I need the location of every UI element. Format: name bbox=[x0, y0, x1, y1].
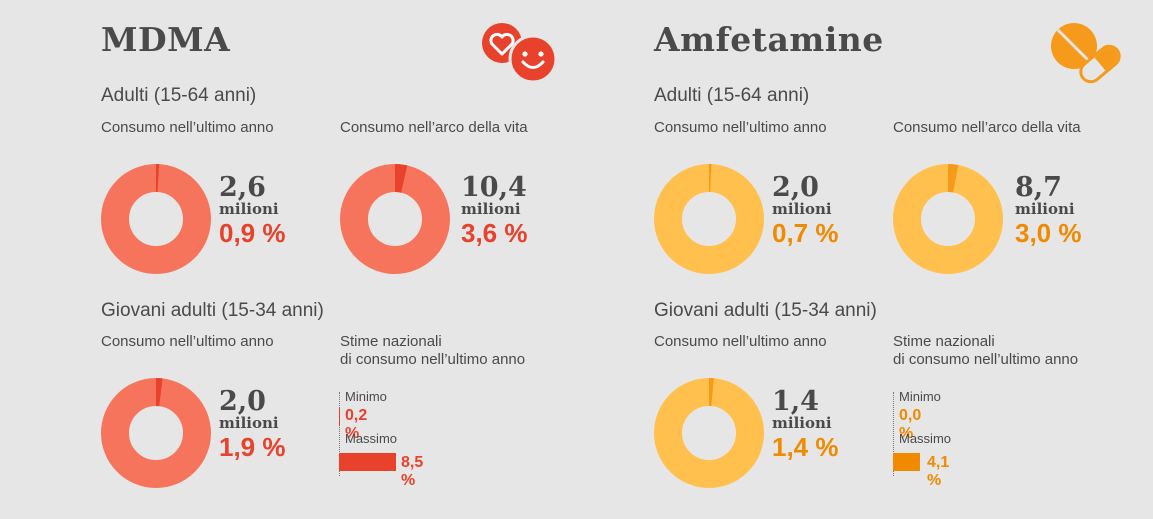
stat-young-year: 2,0 milioni 1,9 % bbox=[219, 388, 286, 462]
drug-title: Amfetamine bbox=[654, 20, 884, 59]
stat-unit: milioni bbox=[1015, 200, 1075, 218]
max-value: 4,1 % bbox=[927, 454, 950, 489]
min-value: 0,2 % bbox=[345, 407, 368, 442]
max-label: Massimo bbox=[899, 431, 952, 446]
stat-adults-year: 2,6 milioni 0,9 % bbox=[219, 174, 286, 248]
section-title-adults: Adulti (15-64 anni) bbox=[654, 85, 810, 106]
min-value: 0,0 % bbox=[899, 407, 922, 442]
stat-value: 2,6 bbox=[219, 172, 266, 203]
panel-mdma: MDMA Adulti (15-64 anni) Consumo nell’ul… bbox=[101, 0, 661, 519]
label-estimates-line2: di consumo nell’ultimo anno bbox=[893, 351, 1079, 368]
label-estimates-line1: Stime nazionali bbox=[340, 333, 442, 350]
section-title-adults: Adulti (15-64 anni) bbox=[101, 85, 257, 106]
range-axis bbox=[893, 392, 894, 476]
label-adults-life: Consumo nell’arco della vita bbox=[340, 119, 528, 136]
section-title-young: Giovani adulti (15-34 anni) bbox=[101, 300, 324, 321]
donut-adults-life bbox=[340, 164, 450, 274]
min-label: Minimo bbox=[345, 389, 387, 404]
stat-value: 8,7 bbox=[1015, 172, 1062, 203]
max-bar bbox=[893, 453, 921, 471]
max-value: 8,5 % bbox=[401, 454, 424, 489]
donut-young-year bbox=[654, 378, 764, 488]
max-label: Massimo bbox=[345, 431, 398, 446]
donut-adults-year bbox=[101, 164, 211, 274]
stat-percent: 1,4 % bbox=[772, 432, 839, 462]
stat-percent: 0,7 % bbox=[772, 218, 839, 248]
donut-slice bbox=[709, 378, 714, 407]
section-title-young: Giovani adulti (15-34 anni) bbox=[654, 300, 877, 321]
min-label: Minimo bbox=[899, 389, 941, 404]
donut-slice bbox=[709, 164, 712, 193]
min-bar bbox=[339, 408, 341, 426]
stat-percent: 3,6 % bbox=[461, 218, 528, 248]
label-estimates-line1: Stime nazionali bbox=[893, 333, 995, 350]
stat-percent: 1,9 % bbox=[219, 432, 286, 462]
stat-unit: milioni bbox=[772, 200, 832, 218]
stat-percent: 3,0 % bbox=[1015, 218, 1082, 248]
stat-adults-year: 2,0 milioni 0,7 % bbox=[772, 174, 839, 248]
stat-young-year: 1,4 milioni 1,4 % bbox=[772, 388, 839, 462]
stat-unit: milioni bbox=[772, 414, 832, 432]
stat-value: 2,0 bbox=[219, 386, 266, 417]
label-adults-year: Consumo nell’ultimo anno bbox=[101, 119, 274, 136]
label-estimates-line2: di consumo nell’ultimo anno bbox=[340, 351, 526, 368]
label-adults-year: Consumo nell’ultimo anno bbox=[654, 119, 827, 136]
donut-slice bbox=[395, 164, 408, 193]
panel-amfetamine: Amfetamine Adulti (15-64 anni) Consumo n… bbox=[654, 0, 1153, 519]
drug-title: MDMA bbox=[101, 20, 231, 59]
stat-percent: 0,9 % bbox=[219, 218, 286, 248]
heart-smiley-icon bbox=[482, 23, 557, 84]
range-axis bbox=[339, 392, 340, 476]
donut-adults-year bbox=[654, 164, 764, 274]
stat-unit: milioni bbox=[461, 200, 521, 218]
donut-young-year bbox=[101, 378, 211, 488]
pills-icon bbox=[1051, 23, 1121, 84]
label-young-year: Consumo nell’ultimo anno bbox=[654, 333, 827, 350]
donut-slice bbox=[948, 164, 959, 193]
stat-adults-life: 8,7 milioni 3,0 % bbox=[1015, 174, 1082, 248]
max-bar bbox=[339, 453, 396, 471]
donut-adults-life bbox=[893, 164, 1003, 274]
stat-unit: milioni bbox=[219, 200, 279, 218]
stat-unit: milioni bbox=[219, 414, 279, 432]
donut-slice bbox=[156, 378, 163, 407]
label-estimates: Stime nazionali di consumo nell’ultimo a… bbox=[893, 333, 1078, 369]
stat-value: 2,0 bbox=[772, 172, 819, 203]
donut-slice bbox=[156, 164, 160, 193]
stat-value: 10,4 bbox=[461, 172, 527, 203]
label-young-year: Consumo nell’ultimo anno bbox=[101, 333, 274, 350]
stat-adults-life: 10,4 milioni 3,6 % bbox=[461, 174, 528, 248]
label-estimates: Stime nazionali di consumo nell’ultimo a… bbox=[340, 333, 525, 369]
stat-value: 1,4 bbox=[772, 386, 819, 417]
label-adults-life: Consumo nell’arco della vita bbox=[893, 119, 1081, 136]
